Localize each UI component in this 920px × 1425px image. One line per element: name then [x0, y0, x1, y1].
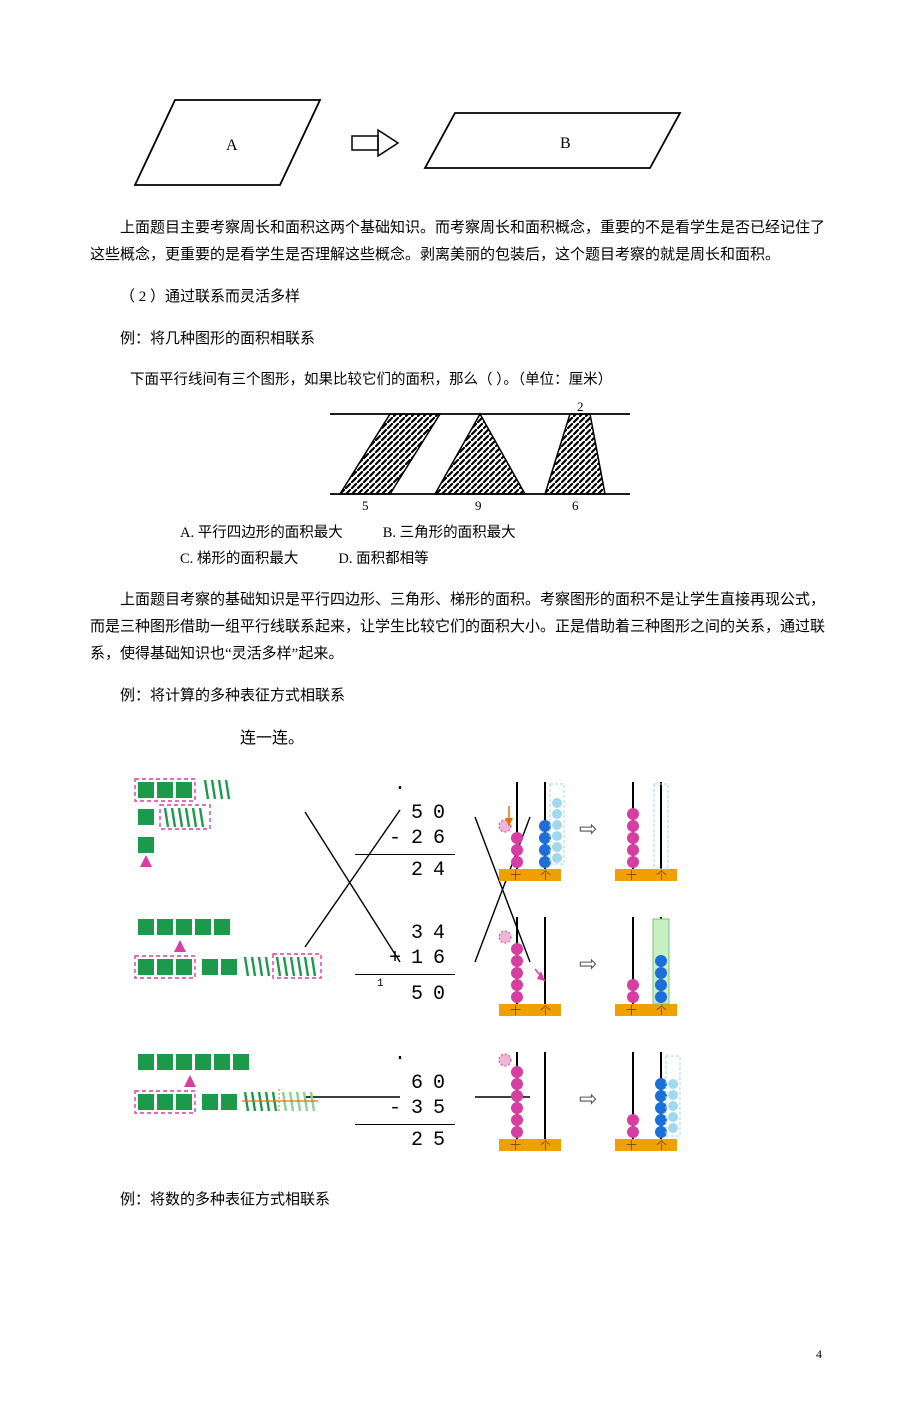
- option-d: D. 面积都相等: [338, 546, 428, 572]
- arrow-icon: ⇨: [579, 809, 597, 849]
- arith-1: · 50 -26 24: [355, 776, 455, 883]
- svg-text:个: 个: [656, 1139, 667, 1152]
- options-row-1: A. 平行四边形的面积最大 B. 三角形的面积最大: [180, 520, 830, 546]
- abacus-before-3: 十 个: [495, 1044, 565, 1154]
- bottom-label-6: 6: [572, 498, 579, 513]
- example-1: 例：将几种图形的面积相联系: [90, 326, 830, 353]
- top-label: 2: [577, 399, 584, 414]
- svg-text:个: 个: [540, 1139, 551, 1152]
- paragraph-1: 上面题目主要考察周长和面积这两个基础知识。而考察周长和面积概念，重要的不是看学生…: [90, 215, 830, 269]
- abacus-before-1: 十 个: [495, 774, 565, 884]
- three-shapes-figure: 2 5 9 6: [315, 399, 645, 514]
- exercise-title: 连一连。: [240, 725, 830, 754]
- bottom-label-9: 9: [475, 498, 482, 513]
- svg-text:个: 个: [656, 1004, 667, 1017]
- shape-area-question: 下面平行线间有三个图形，如果比较它们的面积，那么（ ）。（单位：厘米） 2 5 …: [130, 368, 830, 572]
- label-a: A: [226, 137, 238, 154]
- document-page: A B 上面题目主要考察周长和面积这两个基础知识。而考察周长和面积概念，重要的不…: [0, 0, 920, 1425]
- arrow-icon: ⇨: [579, 944, 597, 984]
- paragraph-2: 上面题目考察的基础知识是平行四边形、三角形、梯形的面积。考察图形的面积不是让学生…: [90, 587, 830, 668]
- abacus-after-3: 十 个: [611, 1044, 681, 1154]
- svg-text:个: 个: [540, 1004, 551, 1017]
- abacus-after-1: 十 个: [611, 774, 681, 884]
- bottom-label-5: 5: [362, 498, 369, 513]
- parallelogram-transform-figure: A B: [130, 90, 830, 195]
- svg-text:十: 十: [510, 1138, 521, 1152]
- svg-text:个: 个: [656, 869, 667, 882]
- parallelogram-b: B: [420, 103, 690, 183]
- matching-exercise: 连一连。: [130, 725, 830, 1167]
- abacus-pair-2: 十 个 ⇨ 十 个: [495, 909, 681, 1019]
- svg-text:十: 十: [510, 1003, 521, 1017]
- example-2: 例：将计算的多种表征方式相联系: [90, 683, 830, 710]
- exercise-row-3: · 60 -35 25 十 个 ⇨: [130, 1032, 830, 1167]
- shape-question-text: 下面平行线间有三个图形，如果比较它们的面积，那么（ ）。（单位：厘米）: [130, 368, 830, 393]
- block-model-2: [130, 904, 325, 1024]
- arith-2: 34 +16 1 50: [355, 921, 455, 1007]
- svg-text:十: 十: [626, 1003, 637, 1017]
- arith-3: · 60 -35 25: [355, 1046, 455, 1153]
- option-c: C. 梯形的面积最大: [180, 546, 298, 572]
- abacus-after-2: 十 个: [611, 909, 681, 1019]
- sub-heading-1: （ 2 ）通过联系而灵活多样: [90, 284, 830, 311]
- example-3: 例：将数的多种表征方式相联系: [90, 1187, 830, 1214]
- abacus-pair-3: 十 个 ⇨ 十 个: [495, 1044, 681, 1154]
- svg-text:个: 个: [540, 869, 551, 882]
- parallelogram-a: A: [130, 90, 330, 195]
- label-b: B: [560, 135, 571, 152]
- block-model-3: [130, 1039, 325, 1159]
- page-number: 4: [90, 1344, 830, 1366]
- exercise-row-2: 34 +16 1 50 十 个: [130, 897, 830, 1032]
- option-b: B. 三角形的面积最大: [383, 520, 516, 546]
- options-row-2: C. 梯形的面积最大 D. 面积都相等: [180, 546, 830, 572]
- svg-text:十: 十: [626, 1138, 637, 1152]
- block-model-1: [130, 769, 325, 889]
- arrow-icon: ⇨: [579, 1079, 597, 1119]
- arrow-icon: [350, 128, 400, 158]
- option-a: A. 平行四边形的面积最大: [180, 520, 343, 546]
- abacus-before-2: 十 个: [495, 909, 565, 1019]
- svg-text:十: 十: [510, 868, 521, 882]
- abacus-pair-1: 十 个 ⇨: [495, 774, 681, 884]
- exercise-row-1: · 50 -26 24 十 个: [130, 762, 830, 897]
- svg-text:十: 十: [626, 868, 637, 882]
